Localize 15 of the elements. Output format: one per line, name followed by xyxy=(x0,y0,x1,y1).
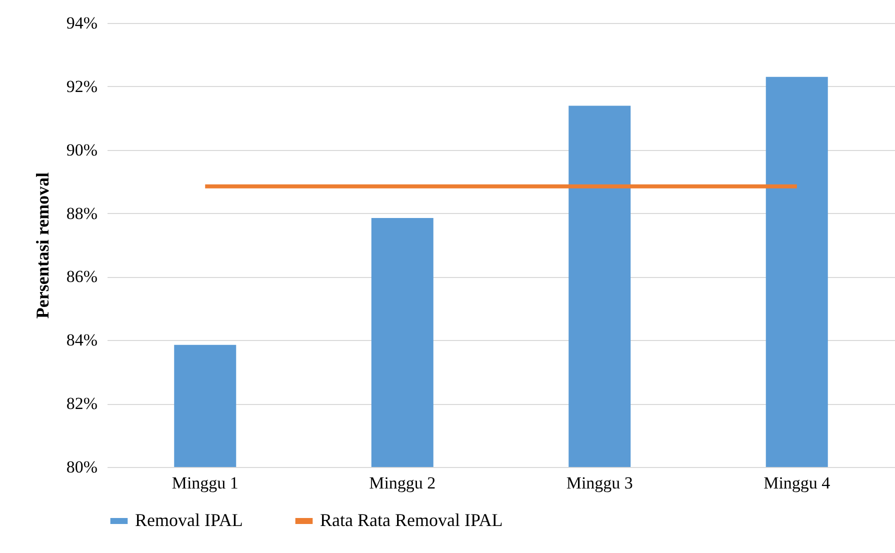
y-tick-label: 84% xyxy=(66,330,98,350)
y-axis-title: Persentasi removal xyxy=(32,172,52,319)
x-tick-label: Minggu 3 xyxy=(566,474,633,492)
legend-label: Removal IPAL xyxy=(135,510,243,530)
y-tick-label: 82% xyxy=(66,394,98,414)
x-tick-label: Minggu 4 xyxy=(764,474,831,492)
y-tick-label: 90% xyxy=(66,140,98,160)
y-tick-label: 92% xyxy=(66,76,98,96)
legend-label: Rata Rata Removal IPAL xyxy=(320,510,503,530)
x-tick-label: Minggu 1 xyxy=(172,474,238,492)
y-tick-label: 94% xyxy=(66,14,98,32)
x-tick-label: Minggu 2 xyxy=(369,474,436,492)
y-tick-label: 86% xyxy=(66,267,98,286)
y-tick-label: 80% xyxy=(66,458,98,476)
y-tick-label: 88% xyxy=(66,204,98,223)
